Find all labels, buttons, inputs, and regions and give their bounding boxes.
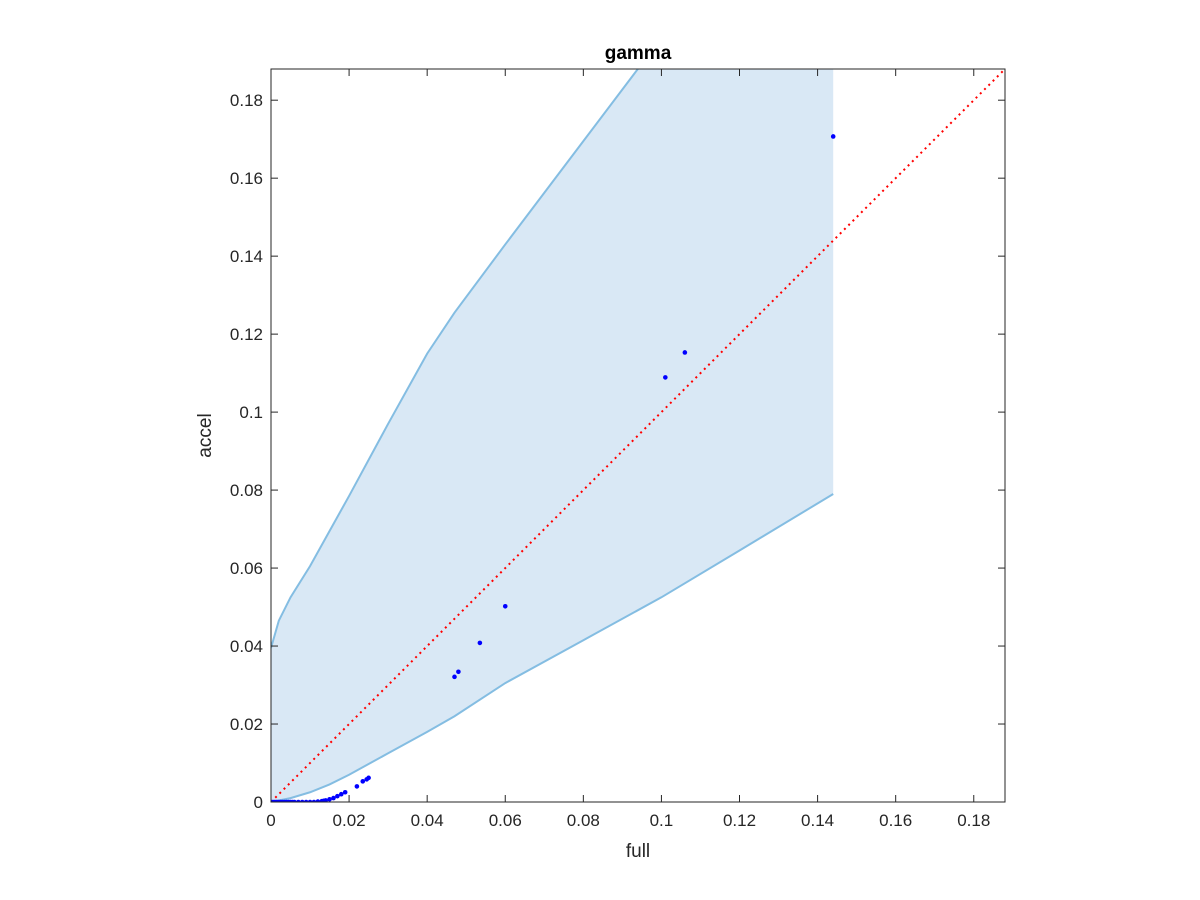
x-tick-label: 0.16 <box>879 811 912 830</box>
y-tick-label: 0.1 <box>239 403 263 422</box>
data-point <box>303 799 309 802</box>
x-tick-label: 0.18 <box>957 811 990 830</box>
x-tick-label: 0.12 <box>723 811 756 830</box>
y-tick-label: 0.02 <box>230 715 263 734</box>
axis-ticks: 0 0.02 0.04 0.06 0.08 0.1 0.12 0.14 0.16 0.18 0 0.0… <box>230 69 1005 830</box>
plot-area <box>271 69 1005 802</box>
data-point <box>477 640 483 646</box>
data-point <box>456 669 461 675</box>
x-tick-label: 0.14 <box>801 811 834 830</box>
x-tick-label: 0.08 <box>567 811 600 830</box>
y-tick-label: 0.04 <box>230 637 263 656</box>
y-tick-label: 0.14 <box>230 247 263 266</box>
identity-reference-line <box>271 69 1005 802</box>
data-point <box>296 799 301 802</box>
data-point <box>315 799 321 802</box>
x-axis-label: full <box>626 841 650 862</box>
confidence-band-upper-edge <box>271 69 640 649</box>
y-tick-label: 0.18 <box>230 91 263 110</box>
data-point <box>299 799 305 802</box>
data-point <box>331 795 336 801</box>
data-point <box>307 799 313 802</box>
y-tick-label: 0 <box>254 793 263 812</box>
x-tick-label: 0.1 <box>650 811 674 830</box>
data-point <box>502 603 508 609</box>
data-point <box>327 796 332 802</box>
data-point <box>360 779 366 784</box>
data-point <box>335 793 340 799</box>
chart-title: gamma <box>605 43 672 64</box>
data-point <box>311 799 317 802</box>
axes-box <box>270 68 1006 803</box>
x-tick-label: 0.06 <box>489 811 522 830</box>
x-tick-label: 0.02 <box>333 811 366 830</box>
data-point <box>354 784 360 789</box>
data-point <box>292 799 297 802</box>
data-point <box>342 789 348 795</box>
data-point <box>366 775 371 781</box>
y-tick-label: 0.16 <box>230 169 263 188</box>
y-tick-label: 0.12 <box>230 325 263 344</box>
y-tick-label: 0.06 <box>230 559 263 578</box>
data-point <box>663 375 668 380</box>
data-points <box>271 134 836 802</box>
y-axis-label: accel <box>195 413 216 457</box>
data-point <box>452 674 457 680</box>
data-point <box>338 791 344 797</box>
y-tick-label: 0.08 <box>230 481 263 500</box>
x-tick-label: 0 <box>266 811 275 830</box>
data-point <box>682 350 688 355</box>
x-tick-label: 0.04 <box>411 811 444 830</box>
data-point <box>830 134 836 139</box>
confidence-band-fill <box>271 69 834 802</box>
confidence-band-lower-edge <box>271 493 834 802</box>
data-point <box>323 798 328 802</box>
